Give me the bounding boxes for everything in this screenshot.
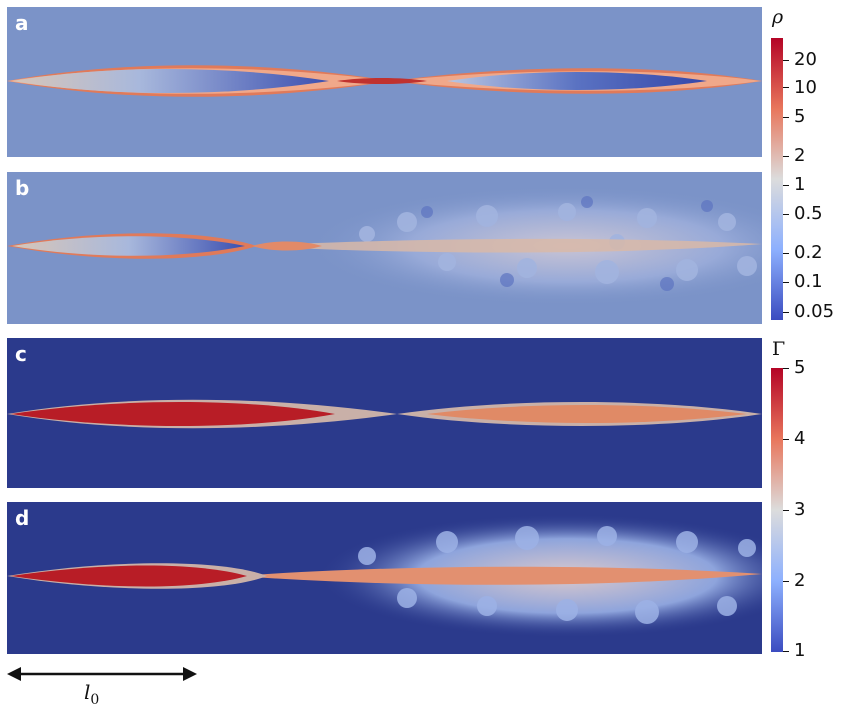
panel-c: c (7, 338, 762, 488)
colorbar-gamma-tick-mark (783, 510, 789, 511)
panel-d: d (7, 502, 762, 654)
colorbar-rho-tick: 1 (794, 174, 806, 195)
colorbar-gamma-tick: 4 (794, 428, 806, 449)
colorbar-rho-tick-mark (783, 312, 789, 313)
colorbar-rho-tick: 10 (794, 77, 817, 98)
colorbar-rho-tick: 0.1 (794, 271, 823, 292)
scale-bar-symbol: l (84, 680, 91, 704)
colorbar-gamma-title: Γ (772, 338, 786, 360)
panel-a-image (7, 7, 762, 157)
colorbar-rho-tick: 0.5 (794, 203, 823, 224)
colorbar-rho-tick: 2 (794, 145, 806, 166)
colorbar-rho-tick-mark (783, 117, 789, 118)
colorbar-gamma-tick: 5 (794, 357, 806, 378)
colorbar-rho (771, 38, 783, 320)
colorbar-rho-tick: 5 (794, 106, 806, 127)
panel-d-image (7, 502, 762, 654)
panel-b: b (7, 172, 762, 324)
colorbar-rho-tick-mark (783, 253, 789, 254)
colorbar-rho-tick: 0.05 (794, 301, 835, 322)
panel-a: a (7, 7, 762, 157)
panel-c-image (7, 338, 762, 488)
colorbar-rho-title: ρ (772, 6, 784, 28)
scale-bar-arrow (7, 667, 197, 681)
panel-label-d: d (15, 506, 30, 530)
colorbar-rho-tick-mark (783, 60, 789, 61)
colorbar-rho-tick-mark (783, 282, 789, 283)
colorbar-rho-tick-mark (783, 87, 789, 88)
panel-b-image (7, 172, 762, 324)
colorbar-rho-tick-mark (783, 156, 789, 157)
colorbar-rho-tick: 20 (794, 49, 817, 70)
panel-label-b: b (15, 176, 30, 200)
colorbar-rho-tick-mark (783, 214, 789, 215)
colorbar-gamma-tick-mark (783, 581, 789, 582)
colorbar-gamma-tick: 3 (794, 499, 806, 520)
colorbar-gamma-tick: 1 (794, 640, 806, 661)
scale-bar-label: l0 (84, 680, 99, 708)
colorbar-gamma-tick-mark (783, 368, 789, 369)
colorbar-gamma (771, 368, 783, 652)
panel-label-a: a (15, 11, 29, 35)
colorbar-rho-tick-mark (783, 185, 789, 186)
colorbar-gamma-tick-mark (783, 439, 789, 440)
scale-bar-subscript: 0 (90, 692, 100, 708)
colorbar-rho-tick: 0.2 (794, 242, 823, 263)
colorbar-gamma-tick-mark (783, 651, 789, 652)
panel-label-c: c (15, 342, 27, 366)
colorbar-gamma-tick: 2 (794, 570, 806, 591)
